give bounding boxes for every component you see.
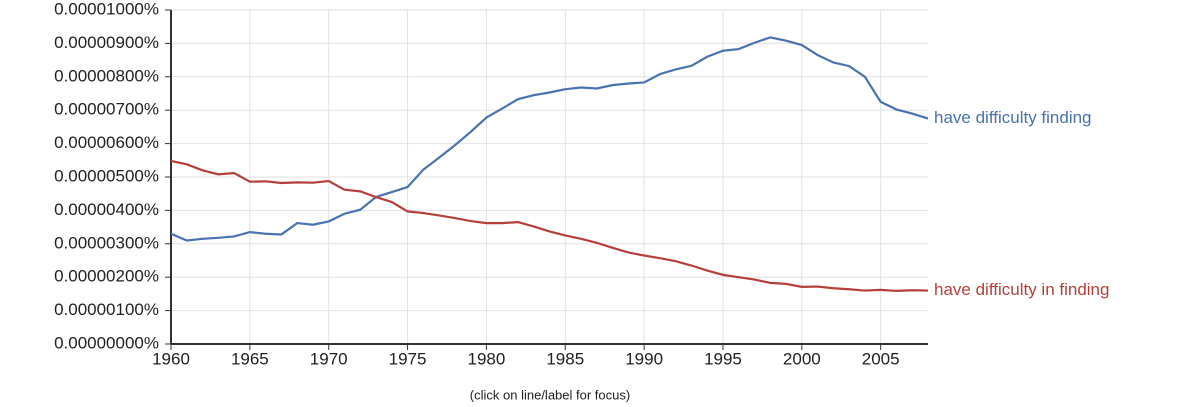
x-tick-label: 1995 [704, 349, 742, 368]
x-tick-label: 1970 [310, 349, 348, 368]
y-tick-label: 0.00000000% [54, 333, 159, 352]
y-tick-label: 0.00000100% [54, 300, 159, 319]
x-tick-label: 2005 [862, 349, 900, 368]
x-tick-label: 1965 [231, 349, 269, 368]
x-tick-label: 2000 [783, 349, 821, 368]
y-tick-label: 0.00000400% [54, 200, 159, 219]
series-label[interactable]: have difficulty finding [934, 108, 1092, 127]
y-tick-label: 0.00000600% [54, 133, 159, 152]
x-tick-label: 1960 [152, 349, 190, 368]
x-tick-label: 1990 [625, 349, 663, 368]
y-tick-label: 0.00000900% [54, 33, 159, 52]
x-tick-label: 1975 [389, 349, 427, 368]
x-tick-label: 1985 [546, 349, 584, 368]
y-tick-label: 0.00001000% [54, 0, 159, 18]
y-tick-label: 0.00000200% [54, 267, 159, 286]
series-line[interactable] [170, 159, 929, 292]
series-line[interactable] [170, 36, 929, 242]
y-tick-label: 0.00000300% [54, 233, 159, 252]
series-label[interactable]: have difficulty in finding [934, 280, 1109, 299]
y-tick-label: 0.00000800% [54, 66, 159, 85]
y-tick-label: 0.00000500% [54, 166, 159, 185]
x-tick-label: 1980 [468, 349, 506, 368]
focus-note: (click on line/label for focus) [470, 387, 630, 402]
y-tick-label: 0.00000700% [54, 100, 159, 119]
